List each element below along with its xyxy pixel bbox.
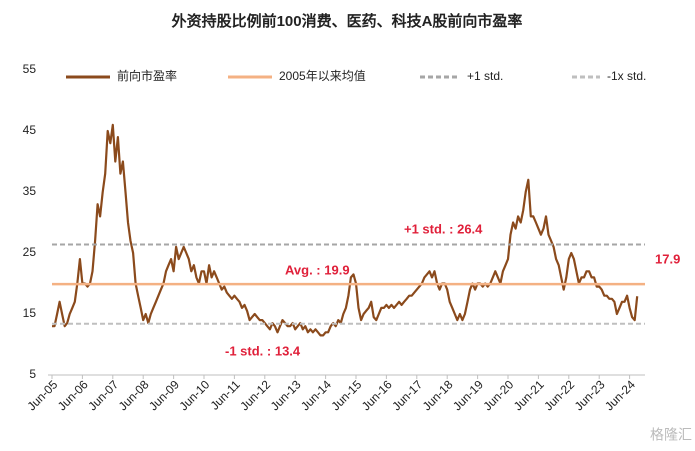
y-tick-label: 45 [23,123,37,137]
x-tick-label: Jun-14 [298,377,334,413]
x-tick-label: Jun-11 [208,377,243,412]
x-tick-label: Jun-13 [268,377,304,413]
x-tick-label: Jun-10 [177,377,213,413]
legend-label: +1 std. [467,69,503,83]
x-tick-label: Jun-17 [389,377,425,413]
x-tick-label: Jun-18 [420,377,456,413]
x-tick-label: Jun-09 [146,377,182,413]
x-tick-label: Jun-24 [602,377,638,413]
x-tick-label: Jun-08 [116,377,152,413]
x-tick-label: Jun-05 [25,377,61,413]
x-tick-label: Jun-22 [541,377,577,413]
watermark: 格隆汇 [650,427,692,443]
data-line [52,123,639,337]
legend-label: 2005年以来均值 [279,68,366,83]
y-tick-label: 5 [29,367,36,381]
annotation: +1 std. : 26.4 [404,221,483,236]
legend-label: -1x std. [607,69,646,83]
legend-label: 前向市盈率 [117,68,177,83]
annotation: -1 std. : 13.4 [225,343,301,358]
y-tick-label: 55 [23,62,37,76]
annotation: Avg. : 19.9 [285,262,350,277]
x-tick-label: Jun-19 [450,377,486,413]
x-tick-label: Jun-07 [85,377,121,413]
x-tick-label: Jun-06 [55,377,91,413]
x-tick-label: Jun-20 [481,377,517,413]
x-tick-label: Jun-23 [572,377,608,413]
x-tick-label: Jun-12 [237,377,273,413]
x-tick-label: Jun-15 [329,377,365,413]
y-tick-label: 15 [23,306,37,320]
x-tick-label: Jun-16 [359,377,395,413]
chart-title: 外资持股比例前100消费、医药、科技A股前向市盈率 [171,12,523,30]
y-tick-label: 35 [23,184,37,198]
x-tick-label: Jun-21 [511,377,547,413]
y-tick-label: 25 [23,245,37,259]
annotation: 17.9 [655,251,680,266]
